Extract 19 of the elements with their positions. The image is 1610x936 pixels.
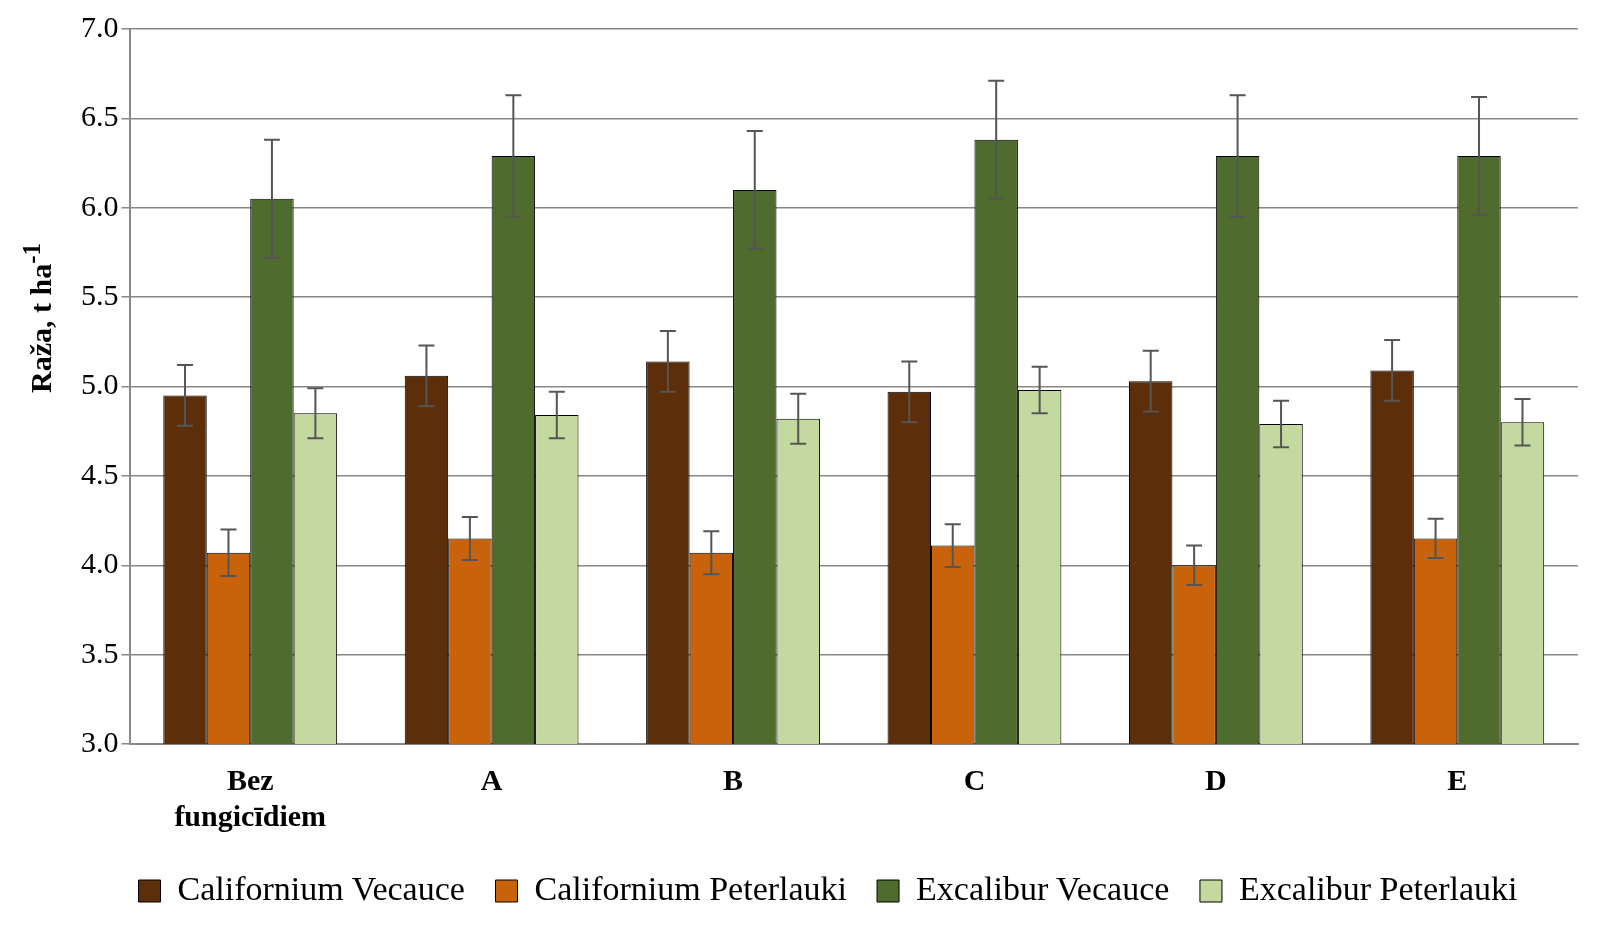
x-tick-label: A — [480, 762, 503, 796]
y-tick-label: 5.5 — [81, 278, 119, 311]
y-tick-label: 6.0 — [81, 188, 119, 222]
x-tick-label: C — [963, 762, 986, 796]
y-tick-label: 7.0 — [81, 9, 119, 43]
x-tick-label: B — [723, 762, 744, 796]
y-tick-label: 4.0 — [81, 546, 119, 580]
y-tick-label: 4.5 — [81, 456, 119, 490]
y-tick-label: 3.0 — [81, 724, 119, 758]
x-tick-label: E — [1447, 762, 1468, 796]
legend-label: Californium Peterlauki — [534, 869, 848, 907]
x-tick-label: D — [1205, 762, 1227, 796]
y-tick-label: 6.5 — [81, 99, 119, 133]
x-tick-label: Bez fungicīdiem — [174, 762, 327, 832]
legend-label: Californium Vecauce — [177, 869, 465, 907]
y-tick-label: 5.0 — [81, 367, 119, 401]
legend-label: Excalibur Peterlauki — [1238, 869, 1518, 907]
legend-label: Excalibur Vecauce — [916, 869, 1170, 907]
y-tick-label: 3.5 — [81, 635, 119, 669]
